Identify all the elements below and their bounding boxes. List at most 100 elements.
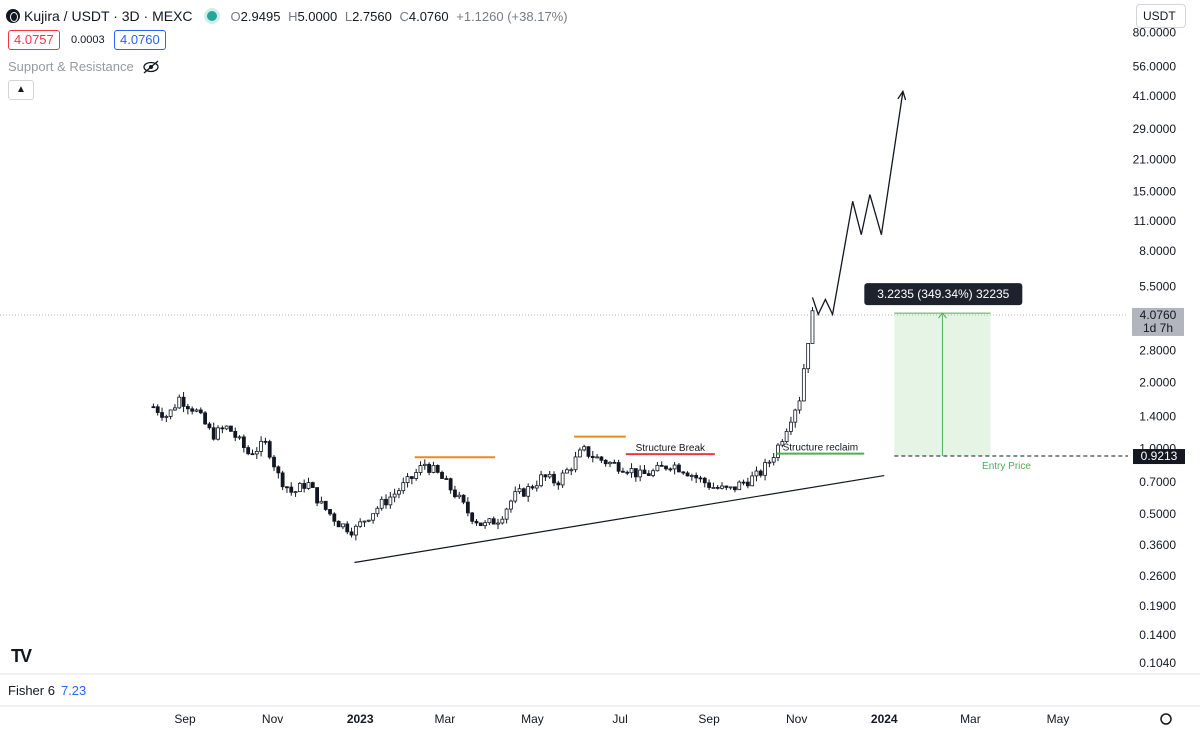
candle [616,462,621,472]
candle [414,472,419,479]
candle [577,449,582,458]
chart-grid [0,673,1200,707]
time-axis[interactable]: Sep Nov 2023 Mar May Jul Sep Nov 2024 Mar May [174,712,1172,726]
x-tick-label: Mar [435,712,456,726]
candle [332,513,337,522]
drawings: Structure Break Structure reclaim 3.2235 (… [0,89,1128,564]
candle [552,473,556,484]
symbol-title[interactable]: Kujira / USDT · 3D · MEXC [24,8,193,24]
measure-label-bg [864,283,1023,306]
currency-button[interactable]: USDT [1136,4,1186,28]
candle [431,464,436,473]
candle [677,464,681,473]
candle [784,430,789,442]
kujira-logo-icon [6,9,20,23]
eye-off-icon[interactable] [142,60,160,74]
candle [241,436,246,448]
candle [285,486,289,489]
candle [160,412,164,418]
candle [233,430,238,438]
candle [203,412,208,425]
candle [341,523,345,528]
collapse-legend-button[interactable]: ▲ [8,80,34,100]
y-tick-label: 0.2600 [1139,569,1176,583]
x-tick-label: Nov [262,712,283,726]
x-tick-label: 2024 [871,712,898,726]
candle [276,466,281,474]
x-tick-label: May [521,712,544,726]
x-tick-label: Sep [174,712,196,726]
indicator-name: Support & Resistance [8,59,134,74]
fisher-indicator[interactable]: Fisher 6 7.23 [8,683,86,698]
candle [487,518,492,524]
candle [681,471,686,474]
candle [246,447,251,455]
candle [422,463,427,466]
y-tick-label: 0.1040 [1139,656,1176,670]
candle [280,472,285,488]
indicator-legend[interactable]: Support & Resistance [8,59,160,74]
candle [733,486,737,491]
candle [642,469,647,475]
y-tick-label: 15.0000 [1133,184,1177,198]
candle [776,444,780,458]
candle [664,465,668,470]
spread-value: 0.0003 [71,34,105,46]
candle [306,482,311,489]
candle [427,463,431,473]
candle [638,469,643,478]
candle [388,496,393,506]
candle [793,409,798,423]
projection-arrowhead [897,89,907,101]
candle [384,498,388,506]
candle [470,512,475,522]
candle [582,446,587,451]
candle [543,474,548,478]
x-tick-label: Jul [612,712,627,726]
candle [272,456,276,468]
candle [328,509,332,515]
candle [375,507,380,515]
candle [724,485,729,488]
bar-countdown: 1d 7h [1143,321,1173,335]
y-tick-label: 5.5000 [1139,280,1176,294]
candle [539,474,543,487]
candle [711,486,716,489]
candle [358,521,363,527]
candle [397,490,401,495]
candle [302,483,307,489]
price-axis[interactable]: 80.0000 56.0000 41.0000 29.0000 21.0000 15.00… [1132,26,1185,671]
y-tick-label: 0.1900 [1139,599,1176,613]
candle [651,470,655,476]
candle [418,465,423,473]
candle [685,472,690,477]
fisher-value: 7.23 [60,683,87,698]
tradingview-logo-icon[interactable]: TV [11,646,32,666]
candle [728,486,733,489]
candle [190,408,195,412]
candle [659,464,664,467]
candle [509,500,513,510]
candle [366,519,371,522]
candle [229,425,233,432]
candle [151,406,156,409]
x-tick-label: Nov [786,712,807,726]
candle [573,456,578,471]
entry-price-label: Entry Price [982,461,1031,472]
settings-gear-icon [1160,713,1172,725]
buy-price-box[interactable]: 4.0760 [114,30,166,50]
candle [504,508,509,520]
y-tick-label: 0.3600 [1139,538,1176,552]
candle [259,440,264,452]
candle [392,493,397,498]
candle [216,427,220,440]
entry-price-tag: 0.9213 [1141,449,1178,463]
sell-price-box[interactable]: 4.0757 [8,30,60,50]
candle [289,486,294,493]
candle [310,482,315,488]
candle [521,488,526,497]
candle [547,473,552,478]
y-tick-label: 0.7000 [1139,475,1176,489]
candle [707,482,711,488]
